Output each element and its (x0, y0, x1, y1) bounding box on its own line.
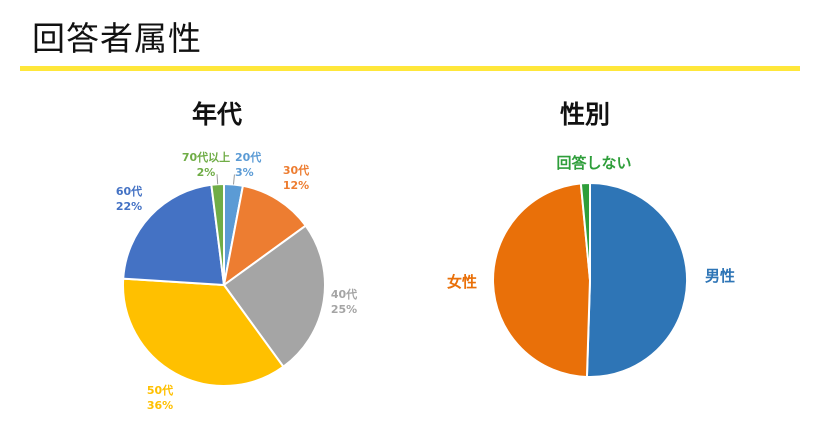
gender-slice-1 (492, 182, 592, 378)
age-leader-line-0 (233, 174, 235, 185)
age-slice-label-5: 70代以上 2% (182, 150, 230, 179)
age-slice-label-4: 60代 22% (116, 184, 142, 213)
age-slice-label-0: 20代 3% (235, 150, 261, 179)
age-slice-label-2: 40代 25% (331, 287, 357, 316)
page-title: 回答者属性 (32, 19, 202, 58)
gender-slice-label-0: 男性 (705, 267, 735, 285)
gender-slice-label-2: 回答しない (556, 154, 631, 172)
gender-slice-label-1: 女性 (447, 273, 477, 291)
title-underline (20, 66, 800, 71)
gender-slice-2 (579, 181, 591, 281)
gender-slice-0 (585, 181, 689, 378)
gender-pie: 男性 女性 回答しない (447, 154, 735, 378)
age-slice-5 (210, 182, 225, 286)
gender-chart-title: 性別 (560, 100, 611, 129)
age-slice-2 (222, 224, 326, 369)
age-slice-label-1: 30代 12% (283, 163, 309, 192)
age-slice-4 (122, 183, 226, 287)
age-slice-3 (122, 277, 285, 387)
age-slice-label-3: 50代 36% (147, 383, 173, 412)
age-leader-line-5 (216, 174, 219, 185)
age-slice-1 (222, 184, 308, 288)
age-pie: 20代 3% 30代 12% 40代 25% 50代 36% 60代 22% 70代以上 2% (116, 150, 357, 412)
age-chart-title: 年代 (192, 100, 243, 129)
